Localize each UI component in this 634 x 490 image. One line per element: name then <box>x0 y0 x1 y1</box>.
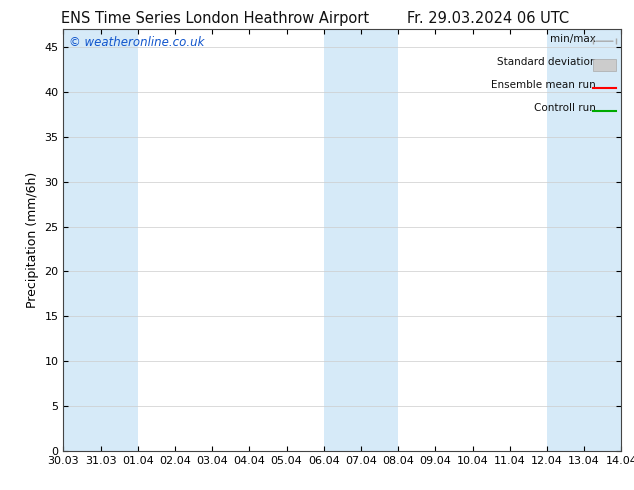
Text: Fr. 29.03.2024 06 UTC: Fr. 29.03.2024 06 UTC <box>407 11 569 26</box>
Bar <box>63 29 138 451</box>
Text: ENS Time Series London Heathrow Airport: ENS Time Series London Heathrow Airport <box>61 11 370 26</box>
Bar <box>593 59 616 71</box>
Bar <box>547 29 621 451</box>
Text: Standard deviation: Standard deviation <box>496 57 596 67</box>
Text: min/max: min/max <box>550 34 596 44</box>
Text: Controll run: Controll run <box>534 103 596 113</box>
Text: Ensemble mean run: Ensemble mean run <box>491 80 596 90</box>
Bar <box>324 29 398 451</box>
Y-axis label: Precipitation (mm/6h): Precipitation (mm/6h) <box>26 172 39 308</box>
Text: © weatheronline.co.uk: © weatheronline.co.uk <box>69 36 204 49</box>
